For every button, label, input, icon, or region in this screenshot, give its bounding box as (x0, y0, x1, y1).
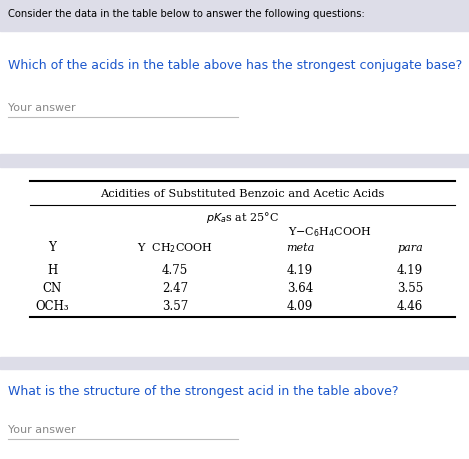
Text: Which of the acids in the table above has the strongest conjugate base?: Which of the acids in the table above ha… (8, 58, 462, 71)
Text: 4.19: 4.19 (287, 263, 313, 276)
Text: OCH₃: OCH₃ (35, 299, 69, 312)
Text: Y: Y (48, 241, 56, 254)
Bar (0, 155, 469, 168)
Text: 3.57: 3.57 (162, 299, 188, 312)
Text: Y$-$C$_6$H$_4$COOH: Y$-$C$_6$H$_4$COOH (288, 224, 372, 238)
Text: Your answer: Your answer (8, 103, 76, 113)
Bar (0, 357, 469, 369)
Text: 4.19: 4.19 (397, 263, 423, 276)
Text: 3.64: 3.64 (287, 281, 313, 294)
Text: 2.47: 2.47 (162, 281, 188, 294)
Text: 4.09: 4.09 (287, 299, 313, 312)
Text: H: H (47, 263, 57, 276)
Text: meta: meta (286, 242, 314, 252)
Text: $pK_a$s at 25°C: $pK_a$s at 25°C (205, 210, 279, 225)
Text: 4.46: 4.46 (397, 299, 423, 312)
Text: para: para (397, 242, 423, 252)
Text: CN: CN (42, 281, 61, 294)
Text: Consider the data in the table below to answer the following questions:: Consider the data in the table below to … (8, 9, 365, 19)
Bar (0, 0, 469, 32)
Text: 3.55: 3.55 (397, 281, 423, 294)
Text: Y  CH$_2$COOH: Y CH$_2$COOH (137, 241, 213, 254)
Text: Acidities of Substituted Benzoic and Acetic Acids: Acidities of Substituted Benzoic and Ace… (100, 189, 384, 199)
Text: Your answer: Your answer (8, 424, 76, 434)
Text: 4.75: 4.75 (162, 263, 188, 276)
Text: What is the structure of the strongest acid in the table above?: What is the structure of the strongest a… (8, 385, 399, 397)
